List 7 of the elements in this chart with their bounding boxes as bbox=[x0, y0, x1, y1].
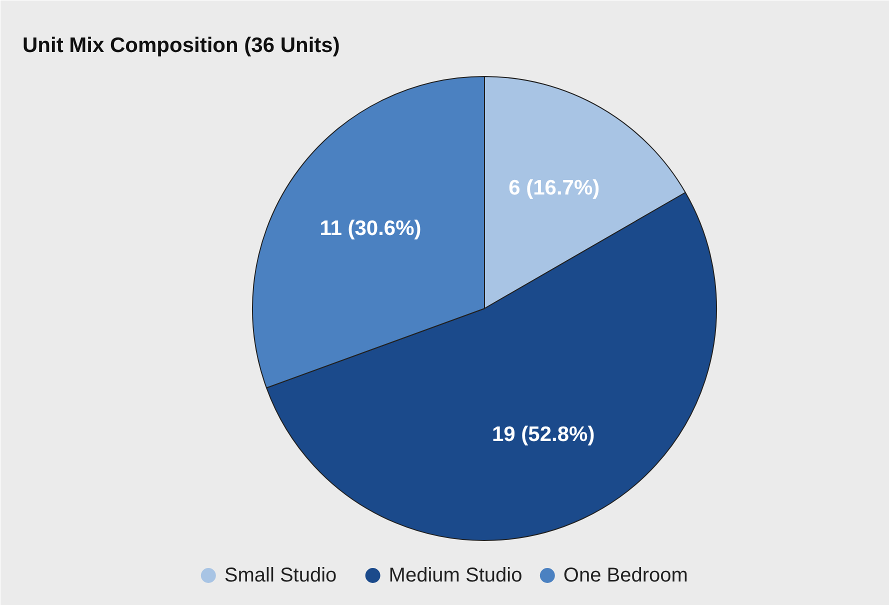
legend-label: One Bedroom bbox=[563, 564, 688, 586]
data-label: 11 (30.6%) bbox=[320, 217, 422, 240]
legend-label: Small Studio bbox=[224, 564, 337, 586]
data-label: 6 (16.7%) bbox=[508, 176, 600, 200]
data-label: 19 (52.8%) bbox=[492, 423, 595, 446]
chart-title: Unit Mix Composition (36 Units) bbox=[22, 34, 340, 57]
legend-label: Medium Studio bbox=[388, 564, 522, 586]
